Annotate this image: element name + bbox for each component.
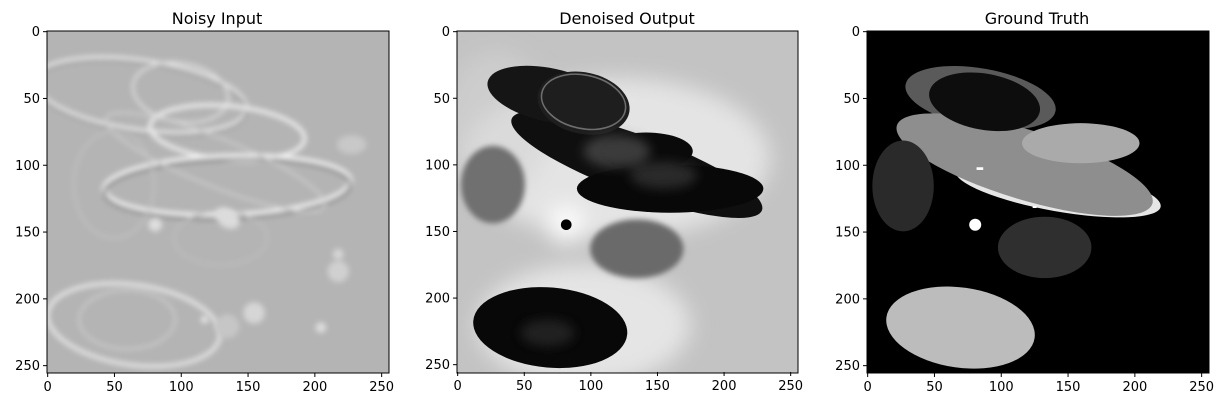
truth-ellipse <box>997 216 1092 279</box>
y-tick-label: 250 <box>835 359 860 374</box>
x-tick-label: 250 <box>1189 380 1214 395</box>
noisy-blob <box>336 135 367 154</box>
denoised-dot <box>560 219 572 231</box>
denoised-ellipse <box>537 71 630 135</box>
noisy-blob <box>148 218 162 232</box>
denoised-ellipse <box>576 164 764 213</box>
y-tick-label: 50 <box>23 92 40 107</box>
x-tick-label: 100 <box>989 380 1014 395</box>
y-tick-label: 50 <box>843 92 860 107</box>
axes-frame-truth <box>866 30 1210 374</box>
noisy-blob <box>200 315 209 324</box>
axis-ticks-denoised: 0 0 50 50 100 100 150 150 200 200 250 250 <box>425 25 803 394</box>
panel-noisy-input: Noisy Input <box>15 9 394 395</box>
panel-title-noisy: Noisy Input <box>172 9 263 28</box>
truth-mark <box>976 167 984 170</box>
x-tick-label: 150 <box>1056 380 1081 395</box>
y-tick-label: 200 <box>15 292 40 307</box>
x-tick-label: 250 <box>369 380 394 395</box>
panel-title-denoised: Denoised Output <box>559 9 695 28</box>
truth-ellipse <box>896 113 1153 216</box>
y-tick-label: 250 <box>15 359 40 374</box>
denoised-ellipse <box>590 219 684 279</box>
axis-ticks-truth: 0 0 50 50 100 100 150 150 200 200 250 250 <box>835 25 1214 395</box>
noisy-blob <box>215 314 240 339</box>
truth-ellipse <box>886 286 1035 369</box>
y-tick-label: 100 <box>15 159 40 174</box>
x-tick-label: 100 <box>578 379 603 394</box>
x-tick-label: 50 <box>106 380 123 395</box>
y-tick-label: 0 <box>32 25 40 40</box>
panel-ground-truth: Ground Truth 0 0 50 50 100 100 150 150 200 200 250… <box>835 9 1214 395</box>
axis-ticks-noisy: 0 0 50 50 100 100 150 150 200 200 250 250 <box>15 25 394 395</box>
x-tick-label: 0 <box>44 380 52 395</box>
noisy-ellipse-edge <box>72 130 155 240</box>
y-tick-label: 0 <box>852 25 860 40</box>
x-tick-label: 150 <box>645 379 670 394</box>
denoised-ellipse-edge <box>540 73 627 131</box>
noisy-ellipse-edge <box>78 289 177 350</box>
x-tick-label: 200 <box>1122 380 1147 395</box>
panel-denoised-output: Denoised Output <box>425 9 803 394</box>
noisy-ellipse-edge <box>104 111 326 213</box>
denoised-ellipse <box>460 145 525 224</box>
y-tick-label: 150 <box>15 226 40 241</box>
noisy-blob <box>315 322 327 333</box>
noisy-blob <box>215 207 240 229</box>
x-tick-label: 100 <box>169 380 194 395</box>
truth-mark <box>1032 206 1037 209</box>
x-tick-label: 200 <box>712 379 737 394</box>
noisy-ellipse-edge <box>47 59 248 137</box>
x-tick-label: 250 <box>778 379 803 394</box>
x-tick-label: 150 <box>236 380 261 395</box>
y-tick-label: 100 <box>835 159 860 174</box>
truth-ellipse <box>1021 123 1140 164</box>
axes-frame-denoised <box>456 30 799 374</box>
x-tick-label: 0 <box>864 380 872 395</box>
y-tick-label: 150 <box>835 226 860 241</box>
noisy-ellipse-edge <box>131 60 230 124</box>
denoised-shapes <box>460 65 764 369</box>
truth-dot <box>969 218 982 231</box>
y-tick-label: 0 <box>442 25 450 40</box>
y-tick-label: 50 <box>433 92 450 107</box>
y-tick-label: 150 <box>425 225 450 240</box>
panel-title-truth: Ground Truth <box>985 9 1090 28</box>
image-noisy-input <box>47 31 389 373</box>
axes-frame-noisy <box>46 30 390 374</box>
x-tick-label: 50 <box>516 379 533 394</box>
y-tick-label: 200 <box>835 292 860 307</box>
noisy-blob <box>243 302 265 324</box>
y-tick-label: 200 <box>425 292 450 307</box>
x-tick-label: 0 <box>454 379 462 394</box>
noisy-ellipse-edge <box>47 281 223 369</box>
image-denoised-output <box>457 31 798 373</box>
x-tick-label: 200 <box>302 380 327 395</box>
truth-ellipse <box>929 72 1041 132</box>
y-tick-label: 250 <box>425 358 450 373</box>
truth-ellipse <box>872 140 934 232</box>
noisy-blob <box>327 260 349 283</box>
x-tick-label: 50 <box>926 380 943 395</box>
y-tick-label: 100 <box>425 158 450 173</box>
noisy-blob <box>332 248 344 260</box>
image-ground-truth <box>867 31 1209 373</box>
